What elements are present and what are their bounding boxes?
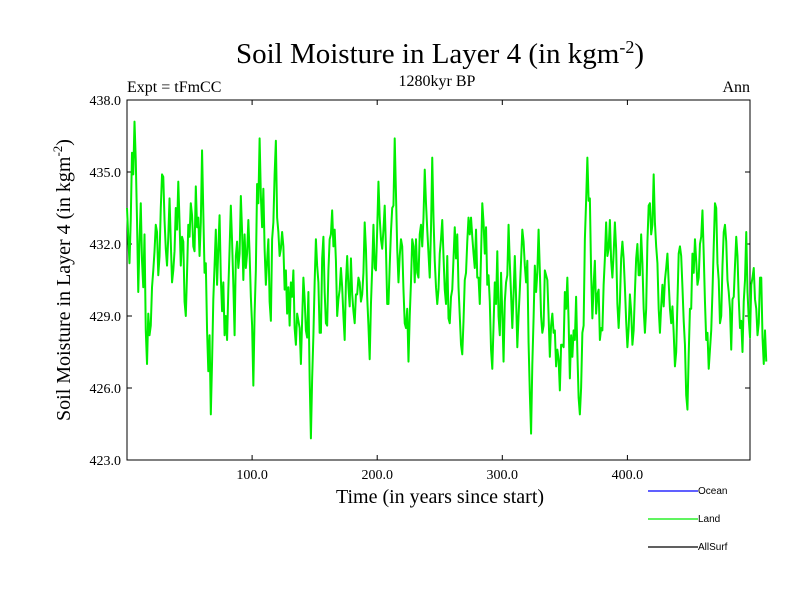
x-tick-label: 200.0	[361, 468, 393, 483]
x-tick-label: 300.0	[487, 468, 519, 483]
chart-title-text: Soil Moisture in Layer 4 (in kgm	[236, 38, 620, 70]
legend: Ocean Land AllSurf	[648, 486, 728, 553]
y-tick-label: 438.0	[90, 94, 122, 109]
y-axis: 423.0 426.0 429.0 432.0 435.0 438.0	[90, 94, 750, 469]
legend-label-land: Land	[698, 514, 720, 525]
y-axis-label-close: )	[53, 139, 75, 146]
chart-title-close: )	[634, 38, 644, 70]
y-axis-label-exponent: -2	[50, 146, 65, 157]
experiment-label: Expt = tFmCC	[127, 79, 221, 96]
chart-title-exponent: -2	[619, 37, 634, 57]
chart-subtitle: 1280kyr BP	[399, 73, 476, 90]
season-label: Ann	[722, 79, 750, 96]
y-tick-label: 432.0	[90, 238, 122, 253]
legend-label-ocean: Ocean	[698, 486, 727, 497]
y-tick-label: 435.0	[90, 166, 122, 181]
series-line-land	[126, 120, 768, 440]
chart-title: Soil Moisture in Layer 4 (in kgm-2)	[236, 37, 644, 70]
y-tick-label: 429.0	[90, 310, 122, 325]
y-tick-label: 426.0	[90, 382, 122, 397]
x-axis-label: Time (in years since start)	[336, 486, 544, 508]
x-axis: 100.0 200.0 300.0 400.0	[236, 100, 643, 483]
y-tick-label: 423.0	[90, 454, 122, 469]
y-axis-label: Soil Moisture in Layer 4 (in kgm-2)	[50, 139, 75, 421]
plot-area	[126, 120, 768, 440]
y-axis-label-text: Soil Moisture in Layer 4 (in kgm	[53, 156, 75, 421]
legend-label-allsurf: AllSurf	[698, 542, 728, 553]
plot-frame	[126, 99, 751, 461]
x-tick-label: 100.0	[236, 468, 268, 483]
x-tick-label: 400.0	[612, 468, 644, 483]
